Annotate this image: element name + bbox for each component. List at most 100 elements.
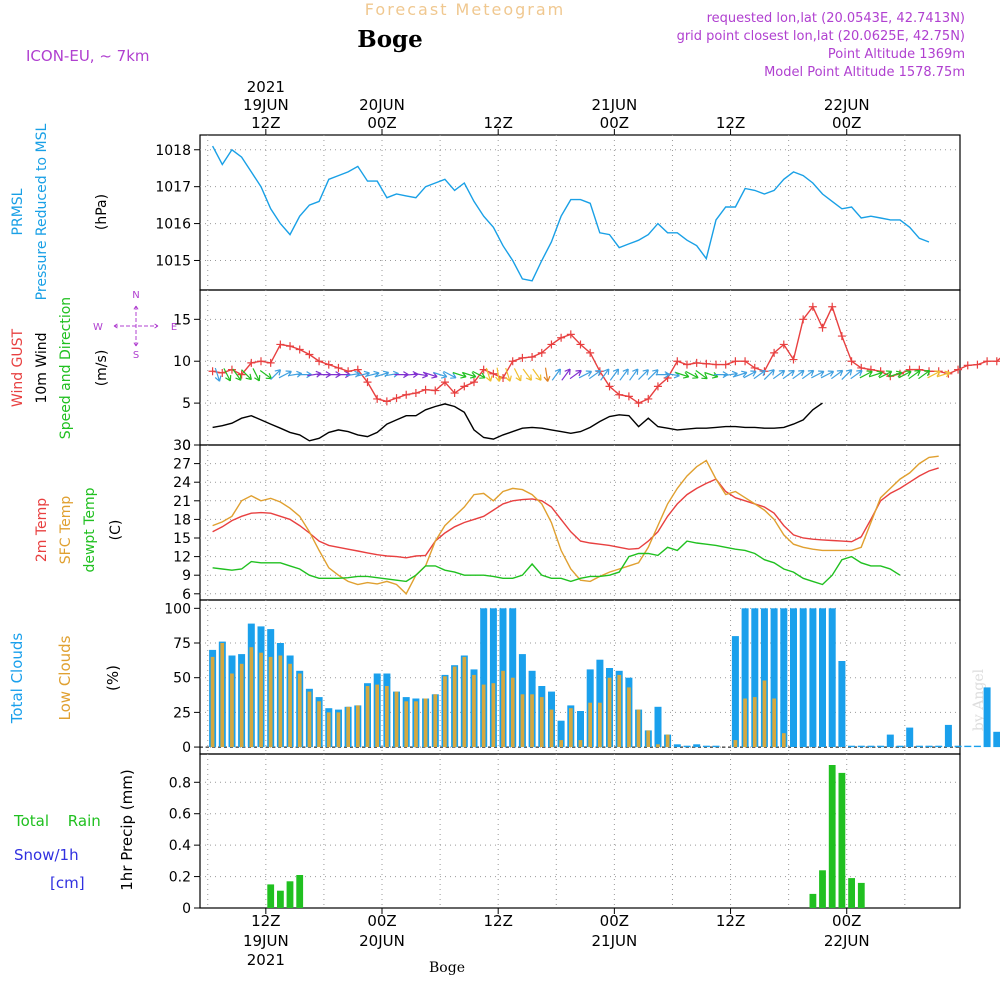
point-altitude: Point Altitude 1369m — [828, 47, 965, 62]
gust-point — [799, 315, 808, 324]
gust-point — [954, 365, 963, 374]
bottom-axis-date: 21JUN — [592, 932, 638, 950]
wind-arrow — [600, 368, 610, 381]
bar-low_clouds — [598, 702, 602, 748]
gust-point — [644, 394, 653, 403]
bar-total_clouds — [993, 731, 1000, 748]
bar-total_clouds — [906, 727, 914, 747]
compass-n: N — [132, 290, 139, 301]
bar-low_clouds — [782, 733, 786, 748]
snow-legend: Snow/1h — [14, 846, 79, 864]
series-line-temp — [212, 467, 939, 559]
bottom-axis-hour: 12Z — [251, 912, 280, 930]
bar-total_clouds — [809, 608, 817, 747]
top-axis-year: 2021 — [247, 78, 285, 96]
gust-point — [218, 368, 227, 377]
gust-point — [605, 382, 614, 391]
bar-total_clouds — [973, 745, 981, 748]
bar-rain — [277, 890, 284, 908]
gust-point — [682, 360, 691, 369]
product-title: Forecast Meteogram — [365, 0, 565, 19]
credit-text: by Angel — [971, 668, 987, 731]
bar-low_clouds — [762, 680, 767, 748]
top-axis-date: 19JUN — [243, 96, 289, 114]
wind-arrow — [588, 369, 602, 380]
wind-arrow — [811, 370, 825, 379]
gust-point — [256, 357, 265, 366]
y-tick-label: 1017 — [155, 180, 191, 196]
y-tick-label: 27 — [173, 457, 191, 473]
bar-rain — [286, 881, 294, 908]
compass-s: S — [133, 350, 139, 361]
wind-arrow — [801, 369, 815, 380]
bar-low_clouds — [530, 694, 534, 747]
gust-point — [741, 357, 750, 366]
wind-arrow — [505, 367, 512, 382]
gust-point — [469, 378, 478, 387]
compass-rose-icon — [113, 305, 159, 347]
gust-point — [324, 360, 333, 369]
bottom-axis-hour: 00Z — [600, 912, 629, 930]
wind-arrow — [569, 369, 582, 380]
wind-arrow — [433, 371, 448, 379]
wind-arrow — [850, 369, 863, 380]
y-tick-label: 1018 — [155, 143, 191, 159]
bar-low_clouds — [336, 712, 341, 748]
bar-total_clouds — [944, 724, 952, 748]
gust-point — [286, 342, 295, 351]
y-tick-label: 1015 — [155, 253, 191, 269]
bar-total_clouds — [867, 745, 875, 748]
wind-arrow — [561, 368, 571, 381]
top-axis-hour: 12Z — [251, 114, 280, 132]
bar-total_clouds — [673, 744, 681, 748]
gust-point — [615, 390, 624, 399]
pressure-unit: (hPa) — [94, 194, 110, 230]
bar-low_clouds — [288, 663, 292, 747]
bar-low_clouds — [656, 744, 660, 748]
plot-layer — [208, 145, 1000, 908]
top-axis-date: 20JUN — [359, 96, 405, 114]
gust-point — [712, 360, 721, 369]
series-line-prmsl — [211, 145, 930, 282]
wind-speed-direction-label: Speed and Direction — [58, 297, 74, 439]
wind-arrow — [278, 370, 292, 379]
total-clouds-label: Total Clouds — [8, 633, 26, 725]
bar-low_clouds — [501, 670, 505, 748]
wind-arrow — [609, 368, 620, 381]
bar-rain — [848, 878, 855, 908]
bar-low_clouds — [772, 698, 776, 748]
gust-point — [411, 389, 420, 398]
compass-w: W — [93, 322, 103, 333]
gust-point — [963, 361, 972, 370]
wind-arrow — [259, 370, 273, 380]
bar-low_clouds — [520, 694, 525, 747]
wind-arrow — [772, 369, 786, 380]
bar-low_clouds — [646, 730, 651, 747]
bar-total_clouds — [828, 608, 836, 747]
top-axis-hour: 00Z — [367, 114, 396, 132]
bar-low_clouds — [752, 697, 757, 747]
gust-point — [440, 378, 449, 387]
y-tick-label: 0.4 — [169, 838, 191, 854]
wind-arrow — [927, 370, 941, 379]
wind-arrow — [252, 368, 261, 382]
y-tick-label: 5 — [182, 396, 191, 412]
bar-low_clouds — [549, 709, 554, 748]
bar-low_clouds — [627, 687, 631, 748]
bar-rain — [857, 882, 865, 908]
gust-point — [983, 357, 992, 366]
gust-point — [566, 330, 575, 339]
panel-frame-pressure — [199, 134, 961, 291]
bar-low_clouds — [365, 686, 370, 747]
bar-low_clouds — [462, 656, 467, 748]
bar-low_clouds — [230, 673, 234, 747]
gust-point — [460, 382, 469, 391]
precip-label: 1hr Precip (mm) — [118, 769, 136, 890]
bar-low_clouds — [414, 701, 418, 748]
bar-low_clouds — [249, 647, 254, 748]
requested-coords: requested lon,lat (20.0543E, 42.7413N) — [707, 11, 965, 26]
gust-point — [295, 345, 304, 354]
bottom-axis-hour: 00Z — [367, 912, 396, 930]
gust-point — [382, 397, 391, 406]
